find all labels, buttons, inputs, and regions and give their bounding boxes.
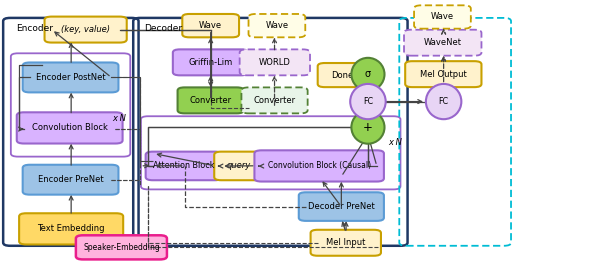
FancyBboxPatch shape [23,63,118,92]
FancyBboxPatch shape [239,49,310,75]
FancyBboxPatch shape [146,152,222,180]
Text: Encoder: Encoder [16,24,53,33]
FancyBboxPatch shape [23,165,118,195]
FancyBboxPatch shape [248,14,305,37]
FancyBboxPatch shape [414,5,471,29]
Text: Decoder PreNet: Decoder PreNet [308,202,375,211]
Ellipse shape [426,84,462,119]
Text: Encoder PostNet: Encoder PostNet [36,73,105,82]
Text: FC: FC [438,97,448,106]
FancyBboxPatch shape [311,230,381,256]
Text: Convolution Block (Causal): Convolution Block (Causal) [268,161,371,170]
Text: Text Embedding: Text Embedding [37,224,105,233]
Text: x N: x N [388,139,403,148]
FancyBboxPatch shape [45,17,127,43]
FancyBboxPatch shape [178,87,244,113]
FancyBboxPatch shape [76,235,167,259]
Text: Converter: Converter [189,96,232,105]
Ellipse shape [352,111,384,144]
Text: Attention Block: Attention Block [153,161,214,170]
Text: Wave: Wave [266,21,289,30]
Text: query: query [226,161,251,170]
Text: Griffin-Lim: Griffin-Lim [188,58,232,67]
Text: Done: Done [331,70,353,80]
Text: (key, value): (key, value) [61,25,110,34]
FancyBboxPatch shape [254,150,384,182]
Text: Wave: Wave [431,12,454,21]
FancyBboxPatch shape [214,152,263,180]
FancyBboxPatch shape [19,213,123,245]
FancyBboxPatch shape [404,30,482,56]
Text: Speaker-Embedding: Speaker-Embedding [83,243,160,252]
Text: Converter: Converter [254,96,296,105]
Ellipse shape [350,84,386,119]
Text: Mel Output: Mel Output [420,70,467,79]
Text: WORLD: WORLD [259,58,291,67]
Text: x N: x N [112,114,127,123]
FancyBboxPatch shape [173,49,248,75]
Text: WaveNet: WaveNet [424,38,462,47]
FancyBboxPatch shape [241,87,308,113]
Text: Wave: Wave [199,21,222,30]
Text: Mel Input: Mel Input [326,238,365,247]
FancyBboxPatch shape [17,112,122,144]
Text: FC: FC [363,97,373,106]
Text: Encoder PreNet: Encoder PreNet [38,175,103,184]
Text: Convolution Block: Convolution Block [31,123,108,132]
Ellipse shape [352,58,384,91]
FancyBboxPatch shape [318,63,366,87]
Text: +: + [363,121,373,134]
Text: Decoder: Decoder [144,24,182,33]
Text: σ: σ [365,69,371,79]
FancyBboxPatch shape [299,192,384,221]
FancyBboxPatch shape [405,61,482,87]
FancyBboxPatch shape [182,14,239,37]
